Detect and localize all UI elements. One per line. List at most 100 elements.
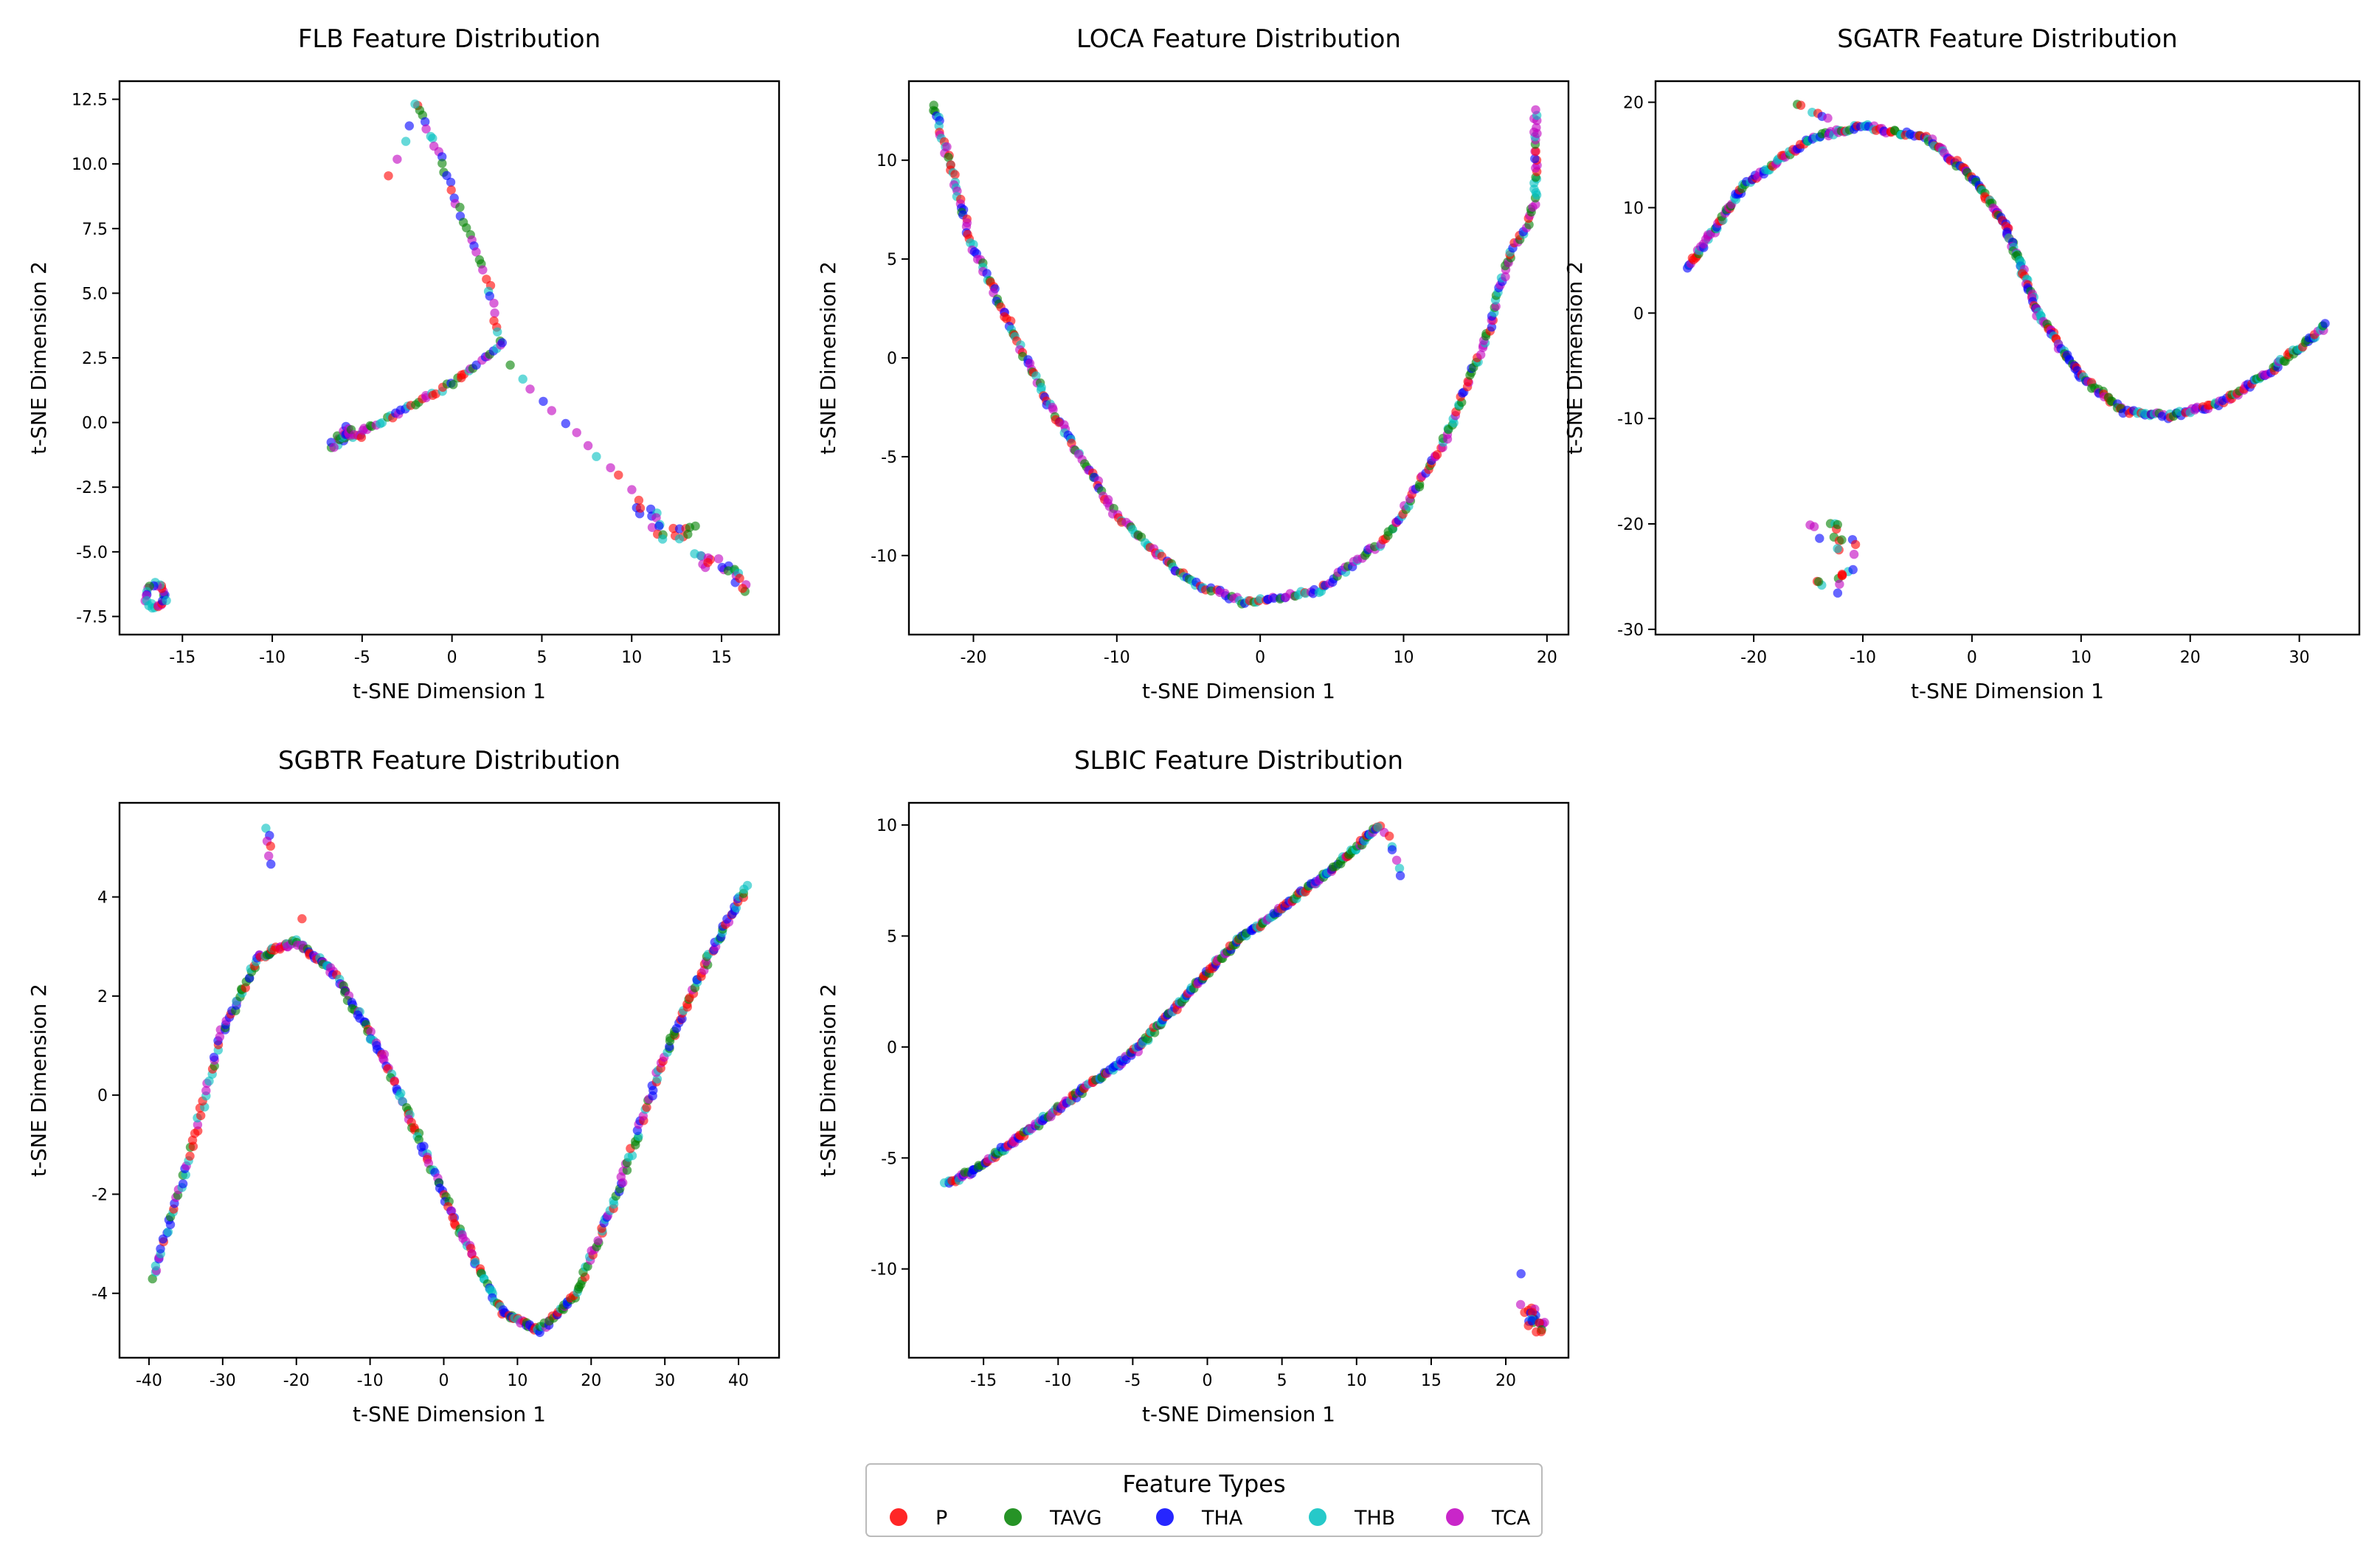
x-tick-label: 5 bbox=[536, 649, 547, 667]
data-point bbox=[627, 1150, 637, 1161]
data-point bbox=[163, 1227, 173, 1237]
data-point bbox=[982, 269, 992, 278]
x-tick-label: 20 bbox=[2180, 649, 2201, 667]
x-tick-label: -30 bbox=[210, 1372, 236, 1390]
data-point bbox=[1387, 845, 1397, 854]
data-point bbox=[1796, 100, 1806, 110]
data-point bbox=[215, 1032, 225, 1042]
x-tick-label: 15 bbox=[711, 649, 732, 667]
data-point bbox=[493, 327, 502, 336]
axes-frame bbox=[1654, 80, 2361, 636]
data-point bbox=[654, 521, 664, 531]
data-point bbox=[156, 1244, 165, 1254]
data-point bbox=[471, 247, 481, 257]
x-tick-label: -5 bbox=[354, 649, 370, 667]
data-point bbox=[944, 153, 953, 162]
y-axis-label: t-SNE Dimension 2 bbox=[1563, 261, 1587, 455]
data-point bbox=[264, 851, 274, 861]
data-point bbox=[390, 1077, 399, 1087]
data-point bbox=[1838, 570, 1847, 580]
data-point bbox=[742, 880, 753, 891]
legend-marker bbox=[1309, 1508, 1326, 1526]
y-tick-label: -5 bbox=[881, 449, 897, 467]
y-tick-label: 10 bbox=[876, 817, 897, 835]
y-tick-label: 10 bbox=[876, 152, 897, 170]
data-point bbox=[657, 534, 668, 544]
data-point bbox=[421, 117, 430, 127]
legend-item-tavg: TAVG bbox=[1004, 1507, 1102, 1530]
data-point bbox=[1391, 855, 1402, 866]
legend-label: TAVG bbox=[1049, 1507, 1102, 1530]
legend-label: P bbox=[935, 1507, 947, 1530]
data-point bbox=[1395, 871, 1405, 880]
data-point bbox=[178, 1179, 188, 1189]
data-point bbox=[2320, 319, 2330, 328]
data-point bbox=[572, 428, 581, 438]
data-point bbox=[414, 1135, 423, 1144]
data-point bbox=[401, 137, 411, 146]
data-point bbox=[1531, 146, 1540, 156]
legend-frame bbox=[865, 1463, 1543, 1537]
y-tick-label: 5 bbox=[887, 251, 897, 269]
axes-frame bbox=[118, 801, 781, 1359]
data-point bbox=[478, 265, 488, 274]
y-tick-label: 0 bbox=[1633, 305, 1644, 323]
data-point bbox=[674, 534, 685, 544]
data-point bbox=[1835, 579, 1844, 589]
data-point bbox=[497, 338, 507, 348]
y-tick-label: -4 bbox=[91, 1285, 108, 1304]
chart-5: -15 -10 -5 0 5 10 15 20 -10 -5 0 5 10 SLBIC Feature D… bbox=[816, 746, 1570, 1426]
data-point bbox=[561, 418, 570, 429]
scatter-points bbox=[1683, 100, 2330, 598]
scatter-points bbox=[939, 821, 1549, 1337]
chart-2: -20 -10 0 10 20 -10 -5 0 5 10 LOCA Feature Distrib… bbox=[816, 24, 1570, 703]
x-tick-label: 10 bbox=[621, 649, 642, 667]
data-point bbox=[547, 406, 556, 415]
data-point bbox=[735, 573, 744, 583]
y-tick-label: -10 bbox=[871, 1261, 897, 1280]
x-tick-label: -10 bbox=[357, 1372, 384, 1390]
x-tick-label: -20 bbox=[283, 1372, 310, 1390]
data-point bbox=[627, 485, 637, 494]
y-tick-label: -2 bbox=[91, 1186, 108, 1204]
chart-title: LOCA Feature Distribution bbox=[1076, 24, 1401, 54]
x-tick-label: 0 bbox=[1967, 649, 1977, 667]
data-point bbox=[642, 1102, 651, 1112]
data-point bbox=[614, 470, 623, 480]
legend-title: Feature Types bbox=[1122, 1470, 1285, 1498]
chart-title: SGBTR Feature Distribution bbox=[278, 746, 620, 776]
data-point bbox=[1815, 533, 1824, 543]
chart-3: -20 -10 0 10 20 30 -30 -20 -10 0 10 20 SGATR Feature… bbox=[1563, 24, 2361, 703]
x-tick-label: -10 bbox=[1045, 1372, 1071, 1390]
data-point bbox=[738, 584, 747, 593]
data-point bbox=[201, 1085, 211, 1096]
data-point bbox=[356, 432, 367, 442]
data-point bbox=[193, 1120, 203, 1130]
data-point bbox=[696, 550, 705, 561]
data-point bbox=[525, 384, 535, 394]
legend-marker bbox=[1156, 1508, 1174, 1526]
legend-item-tha: THA bbox=[1156, 1507, 1243, 1530]
data-point bbox=[713, 554, 724, 564]
data-point bbox=[1385, 831, 1394, 841]
data-point bbox=[1805, 520, 1815, 530]
data-point bbox=[1031, 371, 1041, 381]
data-point bbox=[366, 1026, 376, 1037]
data-point bbox=[1516, 1269, 1526, 1279]
data-point bbox=[606, 463, 615, 473]
data-point bbox=[950, 170, 960, 179]
y-axis-label: t-SNE Dimension 2 bbox=[816, 984, 840, 1177]
x-tick-label: -20 bbox=[960, 649, 986, 667]
y-tick-label: 10 bbox=[1623, 199, 1644, 218]
y-tick-label: 5.0 bbox=[82, 285, 108, 303]
data-point bbox=[185, 1151, 195, 1161]
data-point bbox=[593, 1236, 603, 1246]
y-axis-label: t-SNE Dimension 2 bbox=[27, 984, 51, 1177]
scatter-points bbox=[140, 99, 751, 613]
y-tick-label: 12.5 bbox=[72, 91, 108, 110]
data-point bbox=[266, 859, 276, 869]
x-tick-label: -10 bbox=[259, 649, 286, 667]
x-tick-label: 40 bbox=[728, 1372, 749, 1390]
data-point bbox=[1823, 113, 1833, 123]
